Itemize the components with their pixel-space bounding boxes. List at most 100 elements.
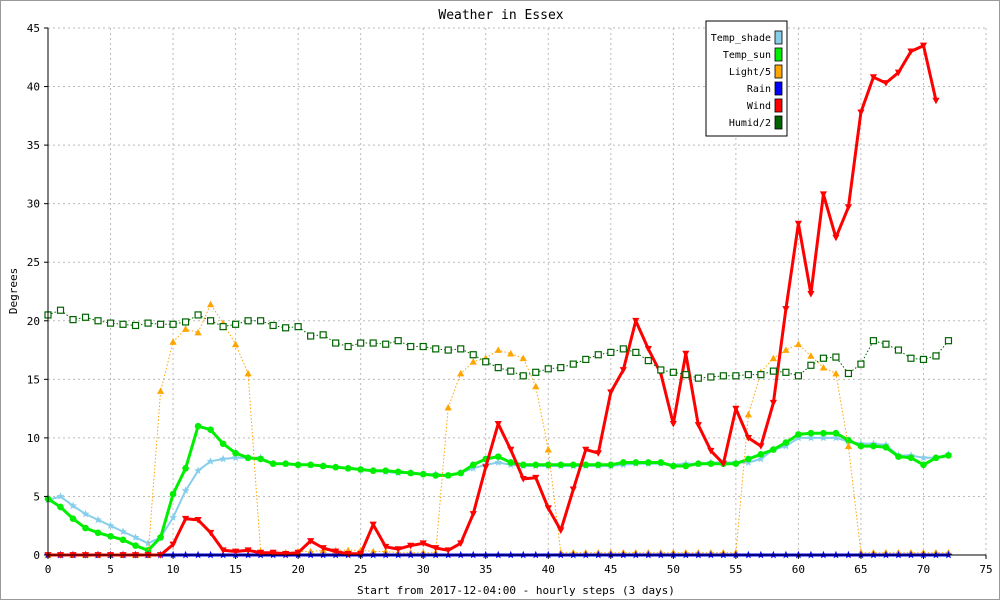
point-humid-2 bbox=[694, 374, 702, 382]
point-light-5 bbox=[744, 410, 752, 418]
point-humid-2 bbox=[319, 331, 327, 339]
point-humid-2 bbox=[744, 371, 752, 379]
point-humid-2 bbox=[844, 369, 853, 378]
point-temp-sun bbox=[945, 452, 952, 459]
point-humid-2 bbox=[532, 368, 540, 376]
point-wind bbox=[394, 546, 402, 553]
point-humid-2 bbox=[544, 365, 552, 373]
point-humid-2 bbox=[131, 321, 140, 330]
point-temp-sun bbox=[920, 461, 927, 469]
point-humid-2 bbox=[494, 364, 502, 372]
point-humid-2 bbox=[206, 317, 215, 325]
point-light-5 bbox=[819, 364, 828, 371]
point-temp-shade bbox=[181, 486, 190, 494]
point-light-5 bbox=[194, 328, 202, 336]
point-light-5 bbox=[206, 300, 215, 308]
point-temp-sun bbox=[444, 472, 452, 479]
point-humid-2 bbox=[944, 337, 953, 345]
x-tick-label: 70 bbox=[917, 563, 930, 576]
point-temp-sun bbox=[532, 461, 540, 469]
point-temp-shade bbox=[94, 515, 102, 524]
legend-box bbox=[705, 20, 788, 137]
point-light-5 bbox=[232, 340, 240, 348]
point-temp-sun bbox=[182, 465, 189, 472]
point-wind bbox=[894, 69, 903, 77]
point-humid-2 bbox=[707, 373, 715, 381]
point-temp-sun bbox=[319, 462, 327, 470]
point-temp-sun bbox=[194, 422, 202, 430]
point-wind bbox=[319, 545, 327, 552]
point-temp-sun bbox=[207, 426, 214, 433]
x-tick-label: 40 bbox=[542, 563, 555, 576]
point-temp-shade bbox=[756, 454, 765, 463]
point-temp-sun bbox=[82, 524, 89, 532]
point-humid-2 bbox=[119, 320, 127, 328]
point-humid-2 bbox=[382, 340, 390, 348]
point-wind bbox=[682, 350, 690, 358]
legend-swatch-temp-shade bbox=[774, 30, 783, 45]
point-wind bbox=[357, 550, 365, 558]
y-tick-label: 5 bbox=[33, 490, 40, 503]
point-temp-sun bbox=[857, 442, 865, 450]
x-axis-title: Start from 2017-12-04:00 - hourly steps … bbox=[357, 584, 675, 597]
x-tick-label: 35 bbox=[479, 563, 492, 576]
y-tick-label: 40 bbox=[27, 81, 40, 94]
point-light-5 bbox=[244, 369, 252, 377]
point-wind bbox=[582, 446, 590, 454]
legend-label-wind: Wind bbox=[747, 101, 771, 112]
legend-swatch-light-5 bbox=[774, 64, 783, 79]
point-humid-2 bbox=[557, 364, 565, 372]
point-light-5 bbox=[457, 369, 465, 377]
legend-label-temp-shade: Temp_shade bbox=[711, 33, 771, 44]
point-temp-sun bbox=[582, 461, 590, 469]
point-humid-2 bbox=[632, 348, 640, 356]
point-light-5 bbox=[807, 352, 815, 359]
y-tick-label: 0 bbox=[33, 549, 40, 562]
point-light-5 bbox=[469, 358, 477, 365]
point-light-5 bbox=[844, 442, 853, 449]
point-light-5 bbox=[782, 346, 790, 353]
point-temp-sun bbox=[157, 534, 164, 541]
point-temp-sun bbox=[544, 461, 552, 469]
point-wind bbox=[769, 399, 777, 407]
point-humid-2 bbox=[144, 319, 152, 327]
point-humid-2 bbox=[94, 317, 102, 325]
point-temp-sun bbox=[382, 467, 389, 474]
point-humid-2 bbox=[419, 342, 427, 351]
point-wind bbox=[181, 515, 190, 523]
series-humid-2 bbox=[44, 306, 953, 382]
point-temp-shade bbox=[119, 527, 127, 535]
point-wind bbox=[869, 74, 878, 81]
point-humid-2 bbox=[482, 358, 490, 366]
point-wind bbox=[519, 475, 527, 483]
point-wind bbox=[569, 486, 577, 494]
point-temp-sun bbox=[782, 439, 790, 446]
point-temp-sun bbox=[257, 455, 264, 463]
y-tick-label: 10 bbox=[27, 432, 40, 445]
point-humid-2 bbox=[432, 345, 440, 353]
point-humid-2 bbox=[882, 340, 890, 348]
point-humid-2 bbox=[869, 337, 878, 345]
point-humid-2 bbox=[794, 372, 803, 380]
grid-lines bbox=[48, 27, 987, 555]
point-temp-sun bbox=[832, 429, 840, 437]
point-temp-shade bbox=[194, 466, 203, 475]
point-humid-2 bbox=[894, 346, 903, 354]
point-temp-sun bbox=[707, 460, 715, 467]
point-wind bbox=[619, 367, 627, 374]
point-temp-shade bbox=[56, 492, 65, 500]
point-temp-sun bbox=[907, 454, 915, 462]
point-wind bbox=[507, 446, 515, 454]
point-wind bbox=[782, 306, 790, 313]
point-temp-sun bbox=[732, 460, 740, 467]
point-temp-sun bbox=[594, 461, 602, 469]
point-temp-sun bbox=[57, 503, 64, 511]
point-wind bbox=[857, 109, 865, 116]
point-light-5 bbox=[169, 338, 177, 345]
point-wind bbox=[707, 447, 715, 455]
point-wind bbox=[907, 48, 915, 56]
point-temp-shade bbox=[81, 509, 90, 518]
point-temp-shade bbox=[231, 453, 240, 462]
series-light-5 bbox=[44, 300, 953, 558]
